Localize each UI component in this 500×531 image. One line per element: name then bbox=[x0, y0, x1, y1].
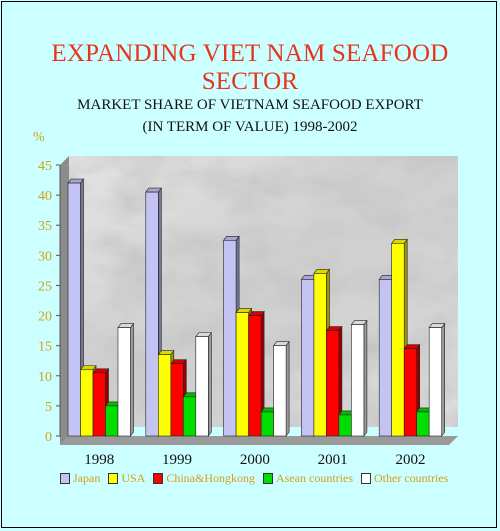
y-tick-label: 0 bbox=[45, 430, 52, 445]
y-tick-label: 40 bbox=[38, 189, 52, 204]
y-axis-unit: % bbox=[33, 130, 45, 145]
legend-label: USA bbox=[121, 471, 146, 485]
bar bbox=[248, 310, 265, 437]
legend-label: Asean countries bbox=[276, 471, 353, 485]
x-tick-label: 1998 bbox=[84, 452, 114, 468]
legend-swatch bbox=[361, 473, 371, 484]
legend-swatch bbox=[263, 473, 274, 484]
legend-swatch bbox=[153, 473, 164, 484]
legend-label: Other countries bbox=[374, 471, 449, 485]
y-tick-label: 5 bbox=[45, 400, 52, 415]
bar bbox=[273, 340, 290, 437]
legend-swatch bbox=[60, 473, 70, 484]
legend-item: USA bbox=[108, 471, 145, 486]
bar bbox=[195, 331, 212, 437]
bars bbox=[67, 178, 446, 437]
bar bbox=[391, 238, 408, 437]
legend-label: Japan bbox=[73, 471, 101, 485]
legend-label: China&Hongkong bbox=[166, 471, 256, 485]
x-tick-label: 2001 bbox=[318, 452, 348, 468]
chart-title: MARKET SHARE OF VIETNAM SEAFOOD EXPORT (… bbox=[0, 94, 500, 138]
plot-side-wall bbox=[60, 156, 69, 445]
bar bbox=[428, 322, 446, 437]
y-tick-label: 25 bbox=[38, 279, 52, 294]
bar bbox=[350, 319, 368, 437]
legend-item: Asean countries bbox=[263, 471, 353, 486]
legend-item: Other countries bbox=[361, 471, 448, 486]
bar bbox=[325, 325, 343, 437]
y-tick-label: 45 bbox=[38, 159, 52, 174]
legend-item: China&Hongkong bbox=[153, 471, 255, 486]
x-tick-label: 2000 bbox=[240, 452, 270, 468]
chart-title-line1: MARKET SHARE OF VIETNAM SEAFOOD EXPORT bbox=[77, 97, 423, 113]
legend: Japan USA China&Hongkong Asean countries Oth… bbox=[60, 471, 480, 486]
bar bbox=[117, 322, 135, 437]
chart-title-line2: (IN TERM OF VALUE) 1998-2002 bbox=[142, 119, 358, 135]
y-tick-label: 15 bbox=[38, 340, 52, 355]
legend-item: Japan bbox=[60, 471, 100, 486]
plot-floor bbox=[60, 436, 458, 445]
x-tick-label: 2002 bbox=[395, 452, 425, 468]
legend-swatch bbox=[108, 473, 119, 484]
y-tick-label: 10 bbox=[38, 370, 52, 385]
y-tick-label: 20 bbox=[38, 310, 52, 325]
headline: EXPANDING VIET NAM SEAFOOD SECTOR bbox=[51, 40, 449, 95]
x-axis: 1998 1999 2000 2001 2002 bbox=[84, 452, 425, 468]
y-tick-label: 35 bbox=[38, 219, 52, 234]
y-tick-label: 30 bbox=[38, 249, 52, 264]
x-tick-label: 1999 bbox=[162, 452, 192, 468]
y-axis: 0 5 10 15 20 25 30 35 40 45 bbox=[38, 159, 61, 445]
